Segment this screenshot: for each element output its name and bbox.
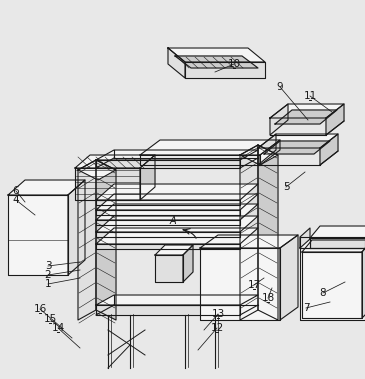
Polygon shape xyxy=(258,134,276,165)
Polygon shape xyxy=(280,235,298,320)
Polygon shape xyxy=(8,195,68,275)
Text: A: A xyxy=(170,216,177,226)
Polygon shape xyxy=(168,48,185,78)
Polygon shape xyxy=(96,210,240,215)
Text: 16: 16 xyxy=(33,304,47,314)
Polygon shape xyxy=(8,180,85,195)
Text: 14: 14 xyxy=(51,323,65,333)
Polygon shape xyxy=(140,155,155,200)
Polygon shape xyxy=(96,232,240,237)
Polygon shape xyxy=(320,134,338,165)
Text: 7: 7 xyxy=(303,303,309,313)
Polygon shape xyxy=(96,305,240,315)
Text: 18: 18 xyxy=(261,293,274,303)
Text: 17: 17 xyxy=(247,280,261,290)
Polygon shape xyxy=(302,240,365,252)
Polygon shape xyxy=(275,110,337,124)
Polygon shape xyxy=(258,134,338,148)
Polygon shape xyxy=(310,226,365,238)
Polygon shape xyxy=(78,160,116,180)
Polygon shape xyxy=(258,145,278,320)
Polygon shape xyxy=(300,237,365,248)
Text: 11: 11 xyxy=(303,91,316,101)
Polygon shape xyxy=(310,238,365,248)
Polygon shape xyxy=(96,200,240,205)
Polygon shape xyxy=(68,180,85,275)
Polygon shape xyxy=(75,168,140,200)
Polygon shape xyxy=(155,245,193,255)
Polygon shape xyxy=(96,204,258,220)
Polygon shape xyxy=(362,240,365,318)
Polygon shape xyxy=(96,244,240,249)
Polygon shape xyxy=(96,184,258,200)
Text: 15: 15 xyxy=(43,314,57,324)
Polygon shape xyxy=(96,216,258,232)
Polygon shape xyxy=(96,228,258,244)
Polygon shape xyxy=(270,104,344,118)
Polygon shape xyxy=(264,141,330,154)
Polygon shape xyxy=(240,145,278,165)
Polygon shape xyxy=(175,56,258,68)
Polygon shape xyxy=(78,160,96,320)
Polygon shape xyxy=(300,248,365,320)
Polygon shape xyxy=(96,295,258,305)
Text: 4: 4 xyxy=(13,195,19,205)
Polygon shape xyxy=(96,220,240,225)
Polygon shape xyxy=(140,140,280,155)
Text: 2: 2 xyxy=(45,270,51,280)
Polygon shape xyxy=(260,140,280,165)
Polygon shape xyxy=(200,248,280,320)
Polygon shape xyxy=(326,104,344,135)
Text: 6: 6 xyxy=(13,186,19,196)
Text: 3: 3 xyxy=(45,261,51,271)
Polygon shape xyxy=(155,255,183,282)
Polygon shape xyxy=(200,235,298,248)
Polygon shape xyxy=(183,245,193,282)
Text: 5: 5 xyxy=(283,182,289,192)
Polygon shape xyxy=(168,48,265,62)
Polygon shape xyxy=(240,145,258,320)
Polygon shape xyxy=(300,228,310,248)
Polygon shape xyxy=(302,252,362,318)
Text: 8: 8 xyxy=(320,288,326,298)
Polygon shape xyxy=(96,160,240,168)
Polygon shape xyxy=(96,194,258,210)
Polygon shape xyxy=(140,155,260,165)
Polygon shape xyxy=(270,104,288,135)
Text: 12: 12 xyxy=(210,323,224,333)
Polygon shape xyxy=(96,150,258,160)
Text: 1: 1 xyxy=(45,279,51,289)
Text: 9: 9 xyxy=(277,82,283,92)
Text: 10: 10 xyxy=(227,59,241,69)
Polygon shape xyxy=(96,160,116,320)
Polygon shape xyxy=(75,155,155,168)
Text: 13: 13 xyxy=(211,309,224,319)
Polygon shape xyxy=(185,62,265,78)
